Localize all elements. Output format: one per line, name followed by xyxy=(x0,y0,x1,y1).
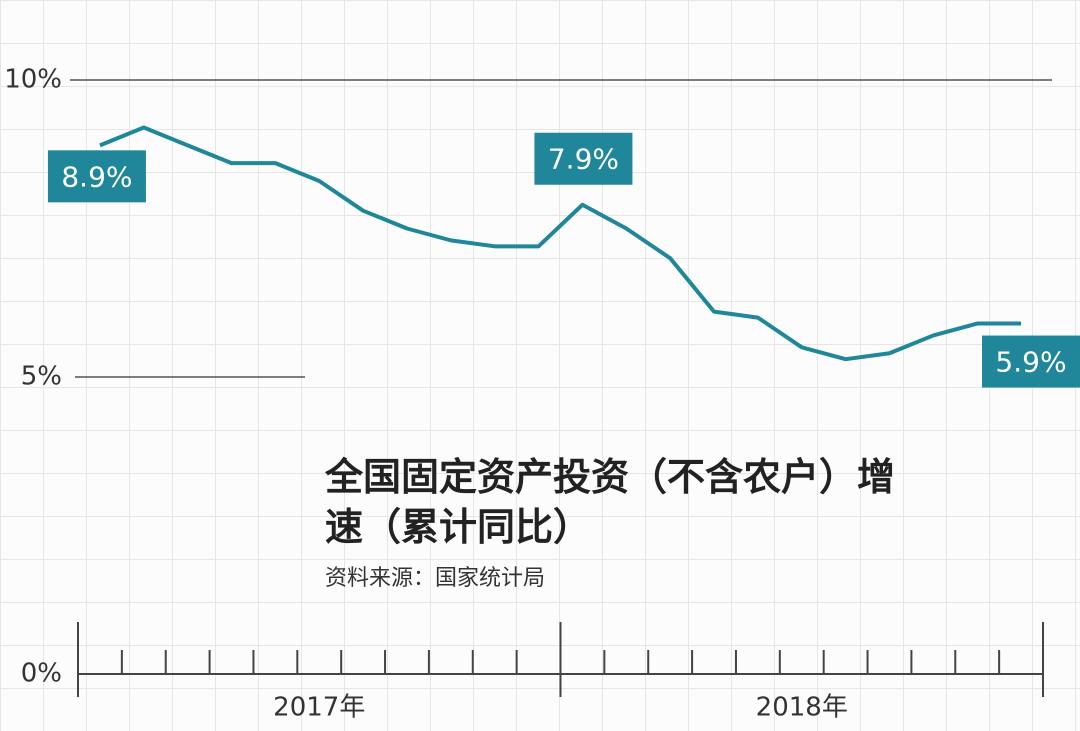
data-label: 8.9% xyxy=(61,160,132,193)
y-tick-label: 10% xyxy=(4,65,62,95)
source-note: 资料来源：国家统计局 xyxy=(325,566,546,591)
data-label-box xyxy=(534,132,633,185)
y-tick-label: 5% xyxy=(21,362,62,392)
x-group-label: 2017年 xyxy=(273,693,365,723)
x-group-label: 2018年 xyxy=(756,693,848,723)
data-label: 7.9% xyxy=(548,143,619,176)
data-label-box xyxy=(982,335,1080,388)
y-tick-label: 0% xyxy=(21,659,62,689)
chart-title: 全国固定资产投资（不含农户）增速（累计同比） xyxy=(325,455,896,549)
data-label: 5.9% xyxy=(995,346,1066,379)
data-label-box xyxy=(47,150,146,203)
data-line xyxy=(99,125,1022,362)
